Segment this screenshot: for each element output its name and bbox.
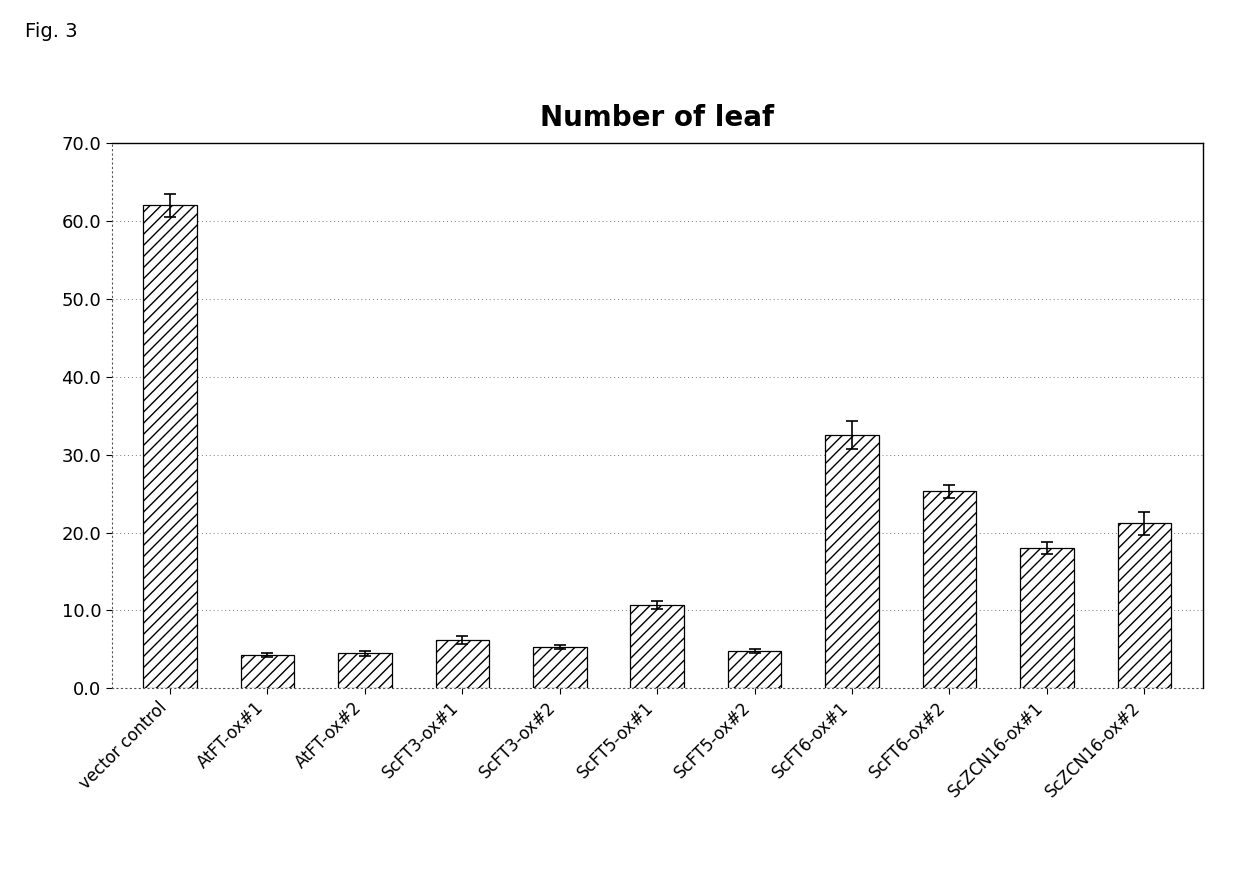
Bar — [241, 655, 294, 688]
Bar — [435, 640, 489, 688]
Bar — [1117, 523, 1171, 688]
Bar — [630, 605, 684, 688]
Bar — [1021, 548, 1074, 688]
Title: Number of leaf: Number of leaf — [541, 105, 774, 132]
Bar — [826, 435, 879, 688]
Text: Fig. 3: Fig. 3 — [25, 22, 77, 41]
Bar — [923, 492, 976, 688]
Bar — [728, 651, 781, 688]
Bar — [144, 206, 197, 688]
Bar — [339, 654, 392, 688]
Bar — [533, 647, 587, 688]
